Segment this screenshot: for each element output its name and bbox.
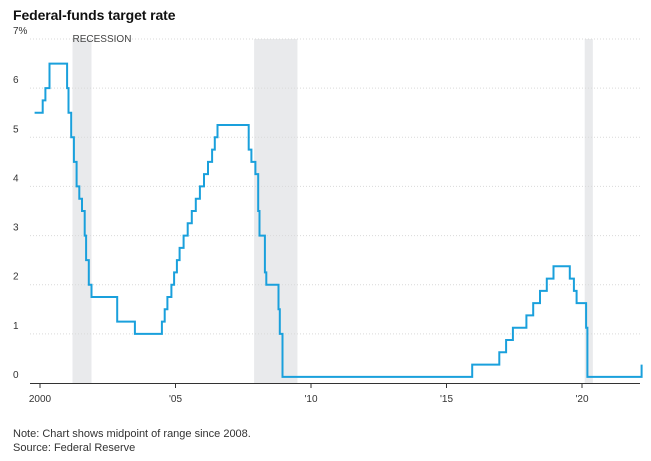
chart-note: Note: Chart shows midpoint of range sinc…	[13, 428, 251, 440]
chart-title: Federal-funds target rate	[13, 7, 176, 23]
x-tick-label: '10	[304, 394, 317, 405]
y-axis-ticks: 0 1 2 3 4 5 6 7%	[13, 26, 28, 381]
x-tick-label: 2000	[29, 394, 52, 405]
recession-label: RECESSION	[73, 34, 132, 45]
x-tick-label: '15	[440, 394, 453, 405]
y-tick-label: 6	[13, 75, 19, 86]
y-tick-label: 4	[13, 173, 19, 184]
y-tick-label: 5	[13, 124, 19, 135]
series-line-fed-funds-rate	[34, 62, 643, 378]
x-tick-label: '20	[575, 394, 588, 405]
y-tick-label: 7%	[13, 26, 28, 37]
y-tick-label: 0	[13, 370, 19, 381]
recession-bands	[72, 39, 593, 383]
y-tick-label: 1	[13, 321, 19, 332]
recession-band-2	[254, 39, 298, 383]
x-tick-label: '05	[169, 394, 182, 405]
recession-band-3	[584, 39, 593, 383]
x-axis-ticks: 2000 '05 '10 '15 '20	[29, 383, 589, 405]
grid-lines	[30, 38, 640, 335]
chart-area: 0 1 2 3 4 5 6 7% 2000 '05 '10 '15 '20 RECESSION	[13, 26, 643, 405]
y-tick-label: 3	[13, 223, 19, 234]
chart-source: Source: Federal Reserve	[13, 442, 136, 454]
y-tick-label: 2	[13, 272, 19, 283]
